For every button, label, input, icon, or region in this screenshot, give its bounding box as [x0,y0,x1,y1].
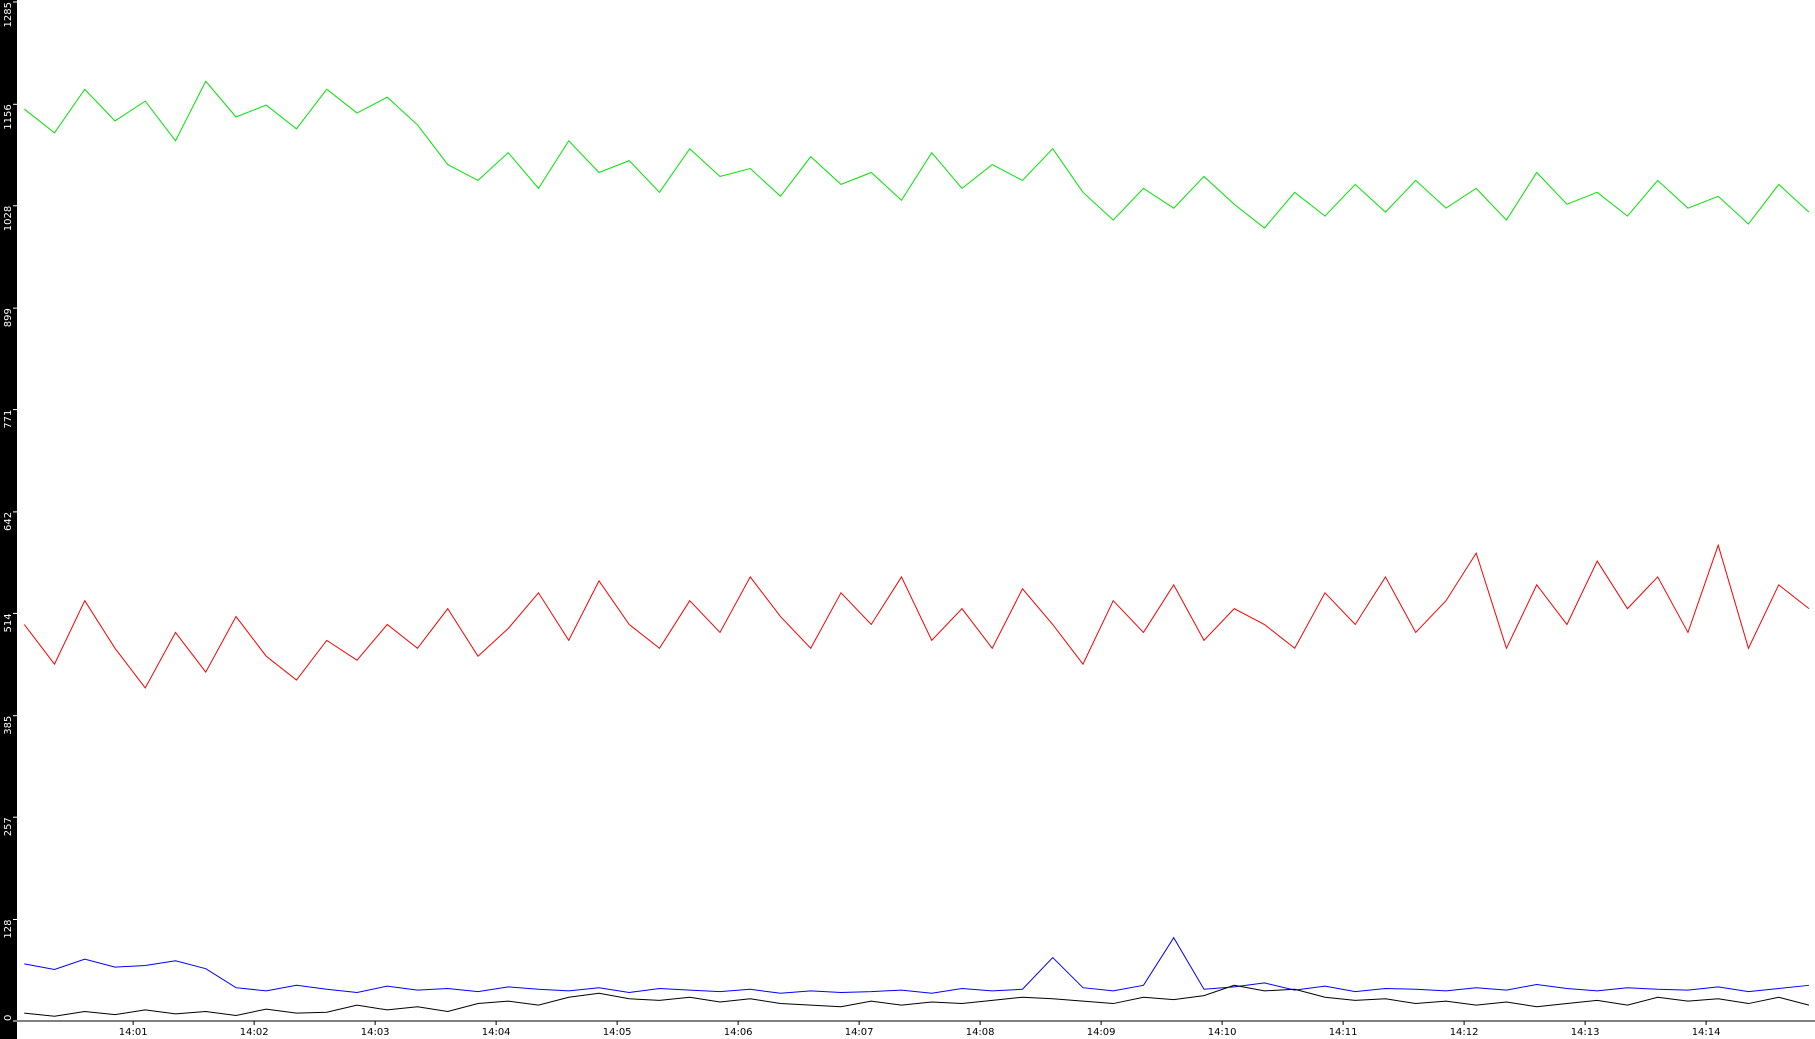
y-tick-label: 771 [3,410,14,429]
y-tick-label: 1156 [3,104,14,129]
x-tick-label: 14:13 [1571,1027,1600,1038]
series-line [23,80,1810,229]
x-tick-label: 14:06 [724,1027,753,1038]
y-tick-label: 1285 [3,2,14,27]
x-tick-label: 14:14 [1692,1027,1721,1038]
x-tick-label: 14:01 [119,1027,148,1038]
x-tick-label: 14:12 [1450,1027,1479,1038]
x-tick-label: 14:04 [482,1027,511,1038]
x-tick-label: 14:10 [1208,1027,1237,1038]
y-tick-label: 0 [3,1015,14,1021]
x-tick-label: 14:05 [603,1027,632,1038]
x-tick-label: 14:08 [966,1027,995,1038]
x-tick-label: 14:02 [240,1027,269,1038]
series-line [24,984,1810,1017]
series-line [24,936,1810,994]
y-tick-label: 1028 [3,206,14,231]
x-tick-label: 14:09 [1087,1027,1116,1038]
y-tick-label: 385 [3,716,14,735]
y-tick-label: 257 [3,817,14,836]
x-tick-label: 14:03 [361,1027,390,1038]
x-tick-label: 14:11 [1329,1027,1358,1038]
y-tick-label: 514 [3,613,14,632]
y-axis-strip [0,0,17,1039]
y-tick-label: 642 [3,512,14,531]
x-tick-label: 14:07 [845,1027,874,1038]
series-line [23,543,1810,689]
y-tick-label: 899 [3,308,14,327]
y-tick-label: 128 [3,919,14,938]
